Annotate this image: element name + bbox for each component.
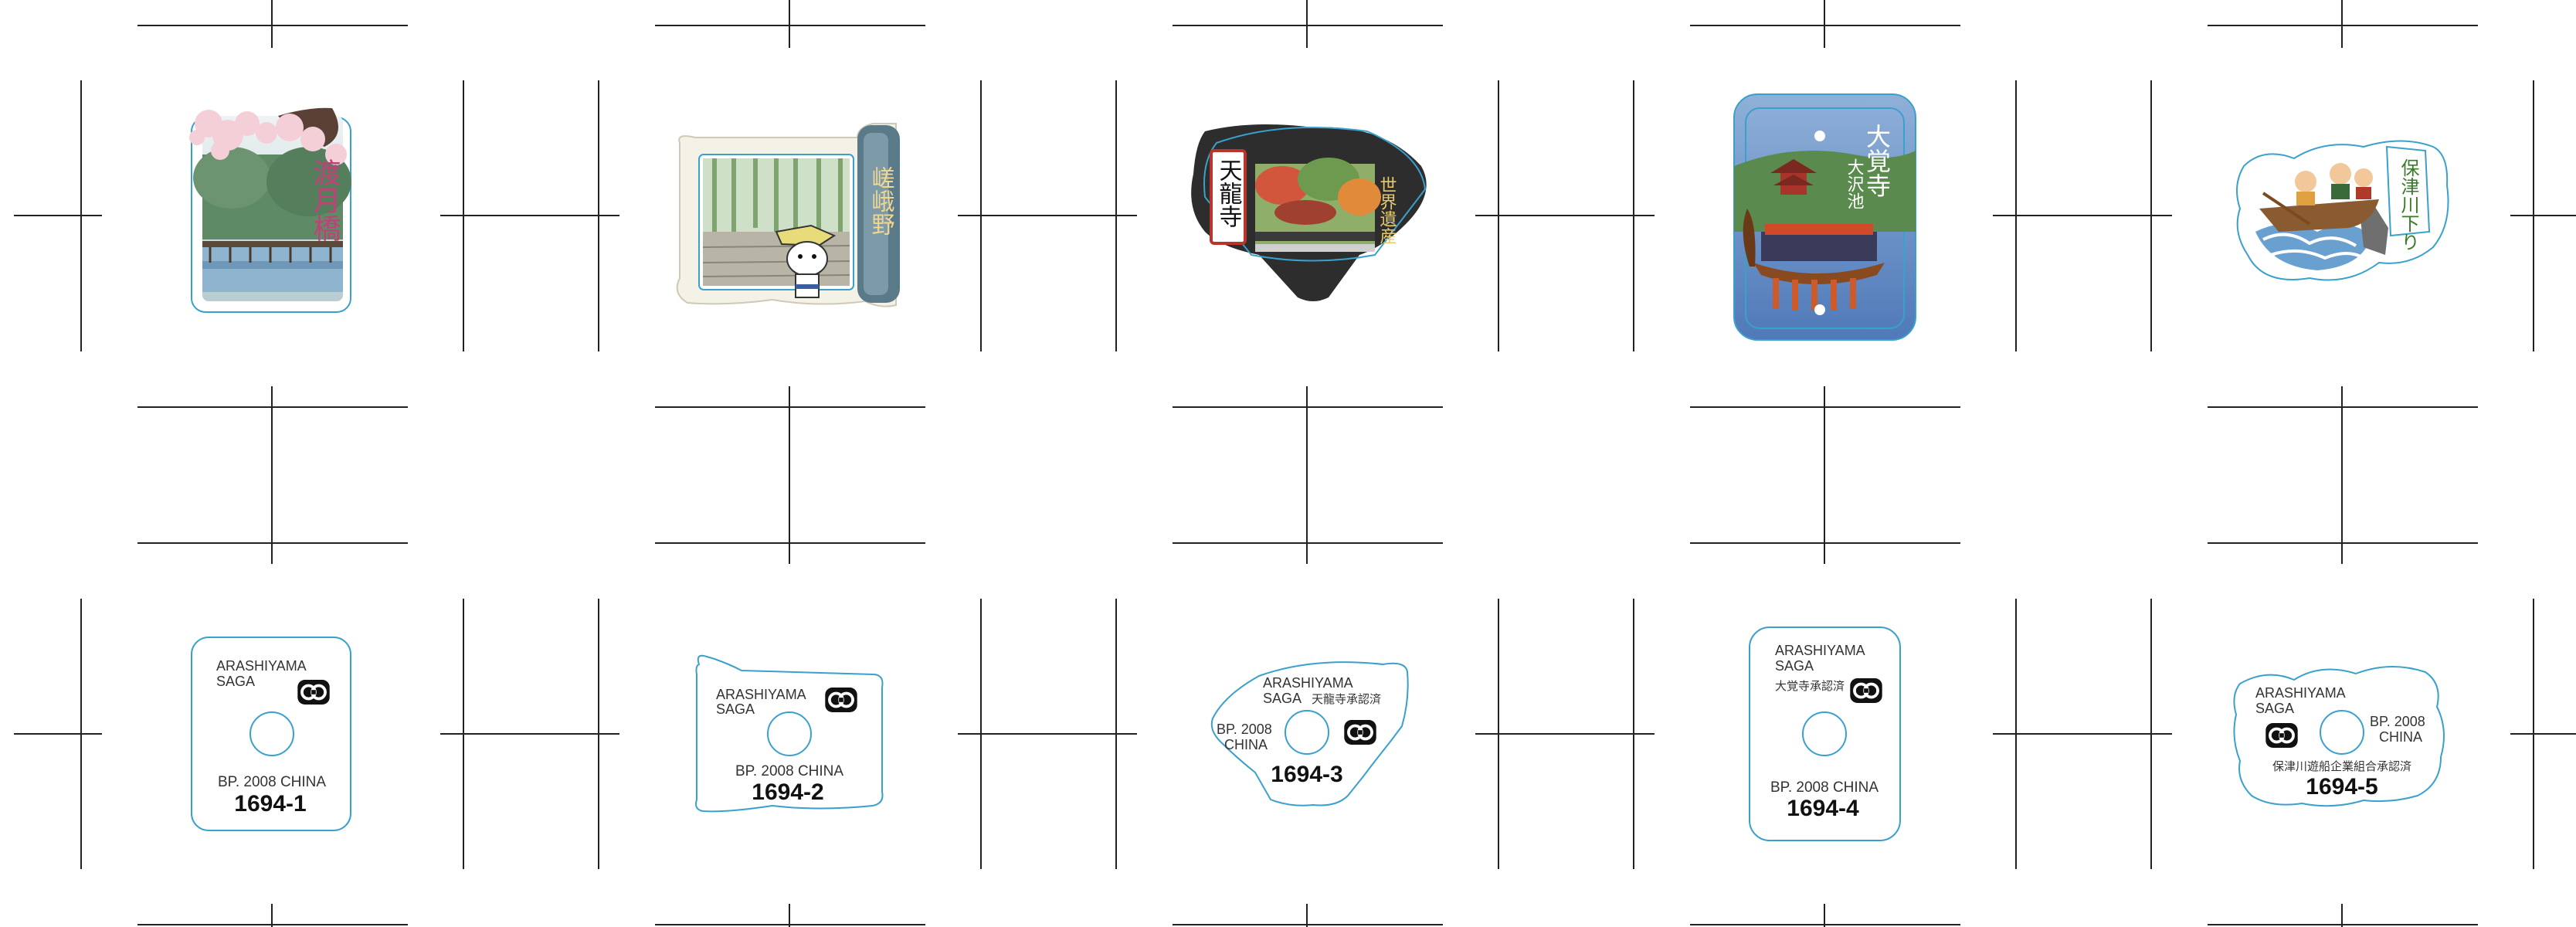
- hole-guide: [1285, 710, 1329, 755]
- back-line2: SAGA: [1775, 658, 1814, 674]
- back-line1: ARASHIYAMA: [1775, 643, 1865, 658]
- approval-label: 保津川遊船企業組合承認済: [2272, 759, 2411, 773]
- sticker-front-1694-5: 保津川下り: [2236, 140, 2449, 281]
- sticker-back-1694-2: ARASHIYAMA SAGA BP. 2008 CHINA 1694-2: [695, 654, 884, 813]
- sticker-front-1694-3: 天龍寺 世界遺産: [1191, 124, 1427, 301]
- back-line2: SAGA: [2255, 701, 2294, 716]
- front-subtitle: 世界遺産: [1377, 176, 1397, 244]
- manufacturer-logo-icon: [1344, 720, 1376, 745]
- product-code: 1694-4: [1787, 796, 1859, 821]
- manufacturer-logo-icon: [297, 680, 330, 705]
- sticker-back-1694-5: ARASHIYAMA SAGA BP. 2008 CHINA 保津川遊船企業組合…: [2233, 666, 2445, 807]
- hole-guide: [767, 711, 812, 756]
- back-line2: SAGA: [716, 701, 755, 717]
- cherry-blossom-illustration: [189, 107, 347, 165]
- sticker-front-1694-2: 嵯峨野: [676, 123, 900, 307]
- hole-guide: [1802, 711, 1847, 756]
- manufacturer-logo-icon: [1850, 678, 1882, 703]
- pagoda-illustration: [1770, 159, 1817, 195]
- approval-label: 大覚寺承認済: [1775, 680, 1845, 693]
- scroll-roll: [857, 125, 900, 303]
- title-banner: 保津川下り: [2385, 145, 2431, 251]
- sticker-front-1694-4: 大覚寺 大沢池: [1733, 93, 1916, 341]
- front-title: 保津川下り: [2398, 158, 2419, 251]
- origin-label: BP. 2008 CHINA: [1770, 779, 1879, 796]
- boat-with-passengers: [2259, 163, 2379, 232]
- product-code: 1694-2: [752, 779, 823, 805]
- back-line1: ARASHIYAMA: [716, 687, 806, 702]
- front-title: 大覚寺: [1862, 124, 1892, 198]
- bamboo-forest-illustration: [702, 158, 850, 286]
- front-title: 天龍寺: [1215, 158, 1242, 228]
- bridge-illustration: [202, 241, 343, 263]
- mascot-character: [775, 224, 837, 298]
- sticker-back-1694-1: ARASHIYAMA SAGA BP. 2008 CHINA 1694-1: [191, 637, 351, 831]
- origin-label-b: CHINA: [2379, 729, 2422, 745]
- dragon-boat-illustration: [1743, 209, 1885, 311]
- product-code: 1694-3: [1271, 762, 1342, 787]
- front-title: 嵯峨野: [867, 166, 894, 236]
- back-line2: SAGA: [216, 674, 255, 689]
- origin-label: BP. 2008 CHINA: [218, 774, 326, 790]
- crop-marks: [14, 0, 2576, 927]
- product-code: 1694-5: [2306, 774, 2377, 800]
- product-code: 1694-1: [234, 791, 306, 817]
- front-title: 渡月橋: [309, 158, 341, 242]
- back-line1: ARASHIYAMA: [216, 658, 307, 674]
- back-line1: ARASHIYAMA: [2255, 685, 2346, 701]
- origin-label: BP. 2008 CHINA: [735, 763, 843, 779]
- garden-illustration: [1255, 158, 1381, 252]
- front-subtitle: 大沢池: [1845, 158, 1865, 209]
- manufacturer-logo-icon: [2265, 723, 2298, 748]
- origin-label-a: BP. 2008: [1217, 722, 1272, 737]
- manufacturer-logo-icon: [825, 688, 857, 712]
- hole-guide: [2320, 710, 2364, 755]
- back-line2: SAGA: [1263, 691, 1302, 706]
- sticker-back-1694-3: ARASHIYAMA SAGA 天龍寺承認済 BP. 2008 CHINA 16…: [1210, 661, 1409, 806]
- back-line1: ARASHIYAMA: [1263, 675, 1353, 691]
- origin-label-b: CHINA: [1224, 737, 1268, 752]
- sticker-back-1694-4: ARASHIYAMA SAGA 大覚寺承認済 BP. 2008 CHINA 16…: [1749, 626, 1901, 841]
- sticker-front-1694-1: 渡月橋: [189, 107, 351, 313]
- hole-guide: [249, 711, 294, 756]
- origin-label-a: BP. 2008: [2370, 714, 2425, 729]
- approval-label: 天龍寺承認済: [1312, 693, 1381, 706]
- temple-name-plaque: 天龍寺: [1210, 149, 1247, 245]
